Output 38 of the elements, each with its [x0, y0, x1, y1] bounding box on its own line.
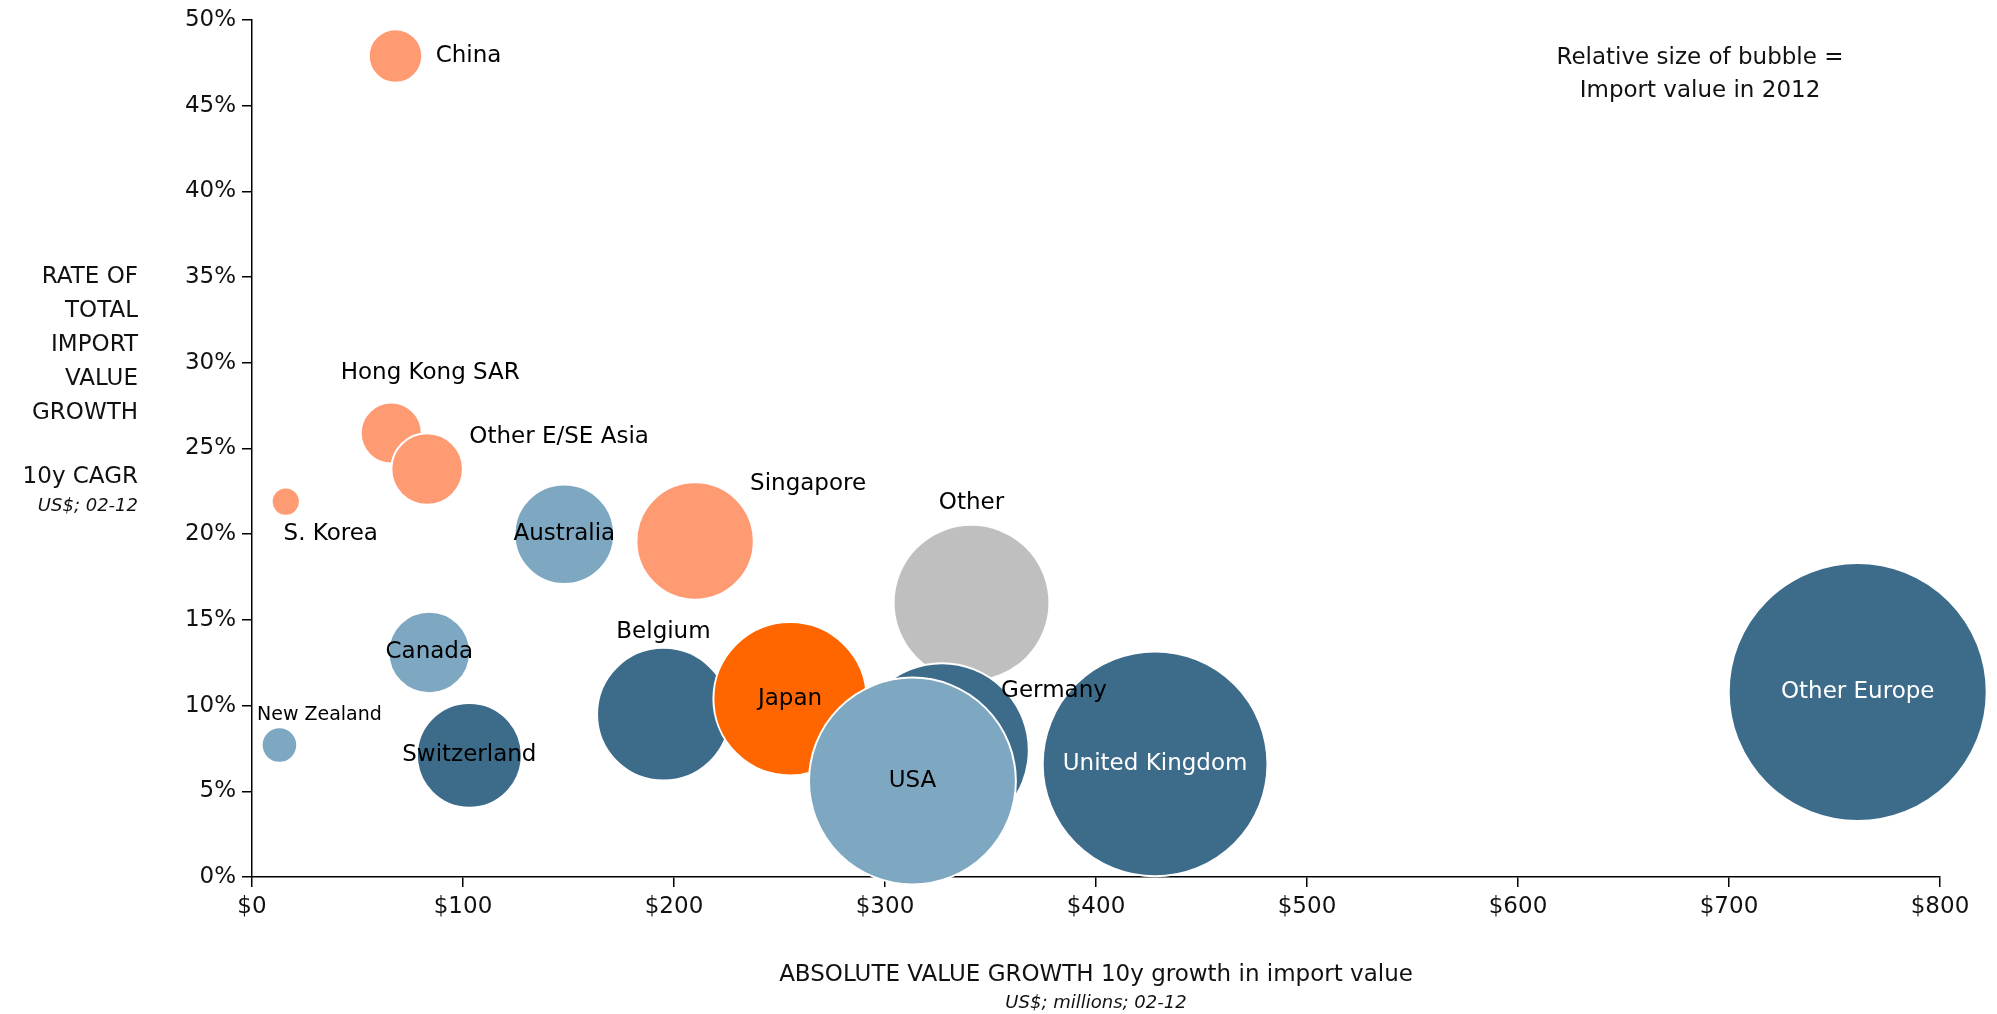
y-tick-label: 0% [199, 861, 236, 888]
x-tick-label: $600 [1488, 891, 1548, 918]
y-tick-label: 5% [199, 776, 236, 803]
y-tick-label: 10% [184, 690, 236, 717]
series-label: Belgium [616, 617, 711, 644]
x-tick-label: $100 [433, 891, 493, 918]
series-label: China [435, 40, 502, 67]
y-tick-label: 50% [184, 4, 236, 31]
y-axis-title: RATE OF TOTAL IMPORT VALUE GROWTH [31, 261, 138, 426]
annotation: Relative size of bubble = Import value in 2012 [1555, 42, 1845, 104]
x-tick-label: $300 [855, 891, 915, 918]
x-tick-label: $500 [1277, 891, 1337, 918]
series-label: Hong Kong SAR [340, 358, 520, 385]
series-label: S. Korea [283, 518, 378, 545]
x-tick-label: $400 [1066, 891, 1126, 918]
y-tick-label: 15% [184, 604, 236, 631]
text: US$; millions; 02-12 [1004, 991, 1188, 1012]
y-tick-label: 25% [184, 433, 236, 460]
x-tick-label: $700 [1699, 891, 1759, 918]
y-tick-label: 30% [184, 347, 236, 374]
x-tick-label: $800 [1910, 891, 1970, 918]
y-tick-label: 40% [184, 176, 236, 203]
series-label: Other E/SE Asia [469, 422, 649, 449]
x-tick-label: $0 [237, 891, 267, 918]
y-tick-label: 45% [184, 90, 236, 117]
series-label: Singapore [750, 469, 867, 496]
text: 10y CAGR [21, 462, 138, 488]
series-label: Other [938, 487, 1005, 514]
x-axis-title: ABSOLUTE VALUE GROWTH 10y growth in import value [778, 960, 1414, 986]
series-label: Other Europe [1780, 676, 1935, 703]
series-label: New Zealand [257, 701, 382, 724]
x-tick-label: $200 [644, 891, 704, 918]
y-tick-label: 35% [184, 262, 236, 289]
y-tick-label: 20% [184, 519, 236, 546]
text: US$; 02-12 [36, 494, 138, 515]
series-label: Japan [755, 683, 823, 710]
series-label: United Kingdom [1062, 748, 1248, 775]
series-label: USA [888, 765, 937, 792]
